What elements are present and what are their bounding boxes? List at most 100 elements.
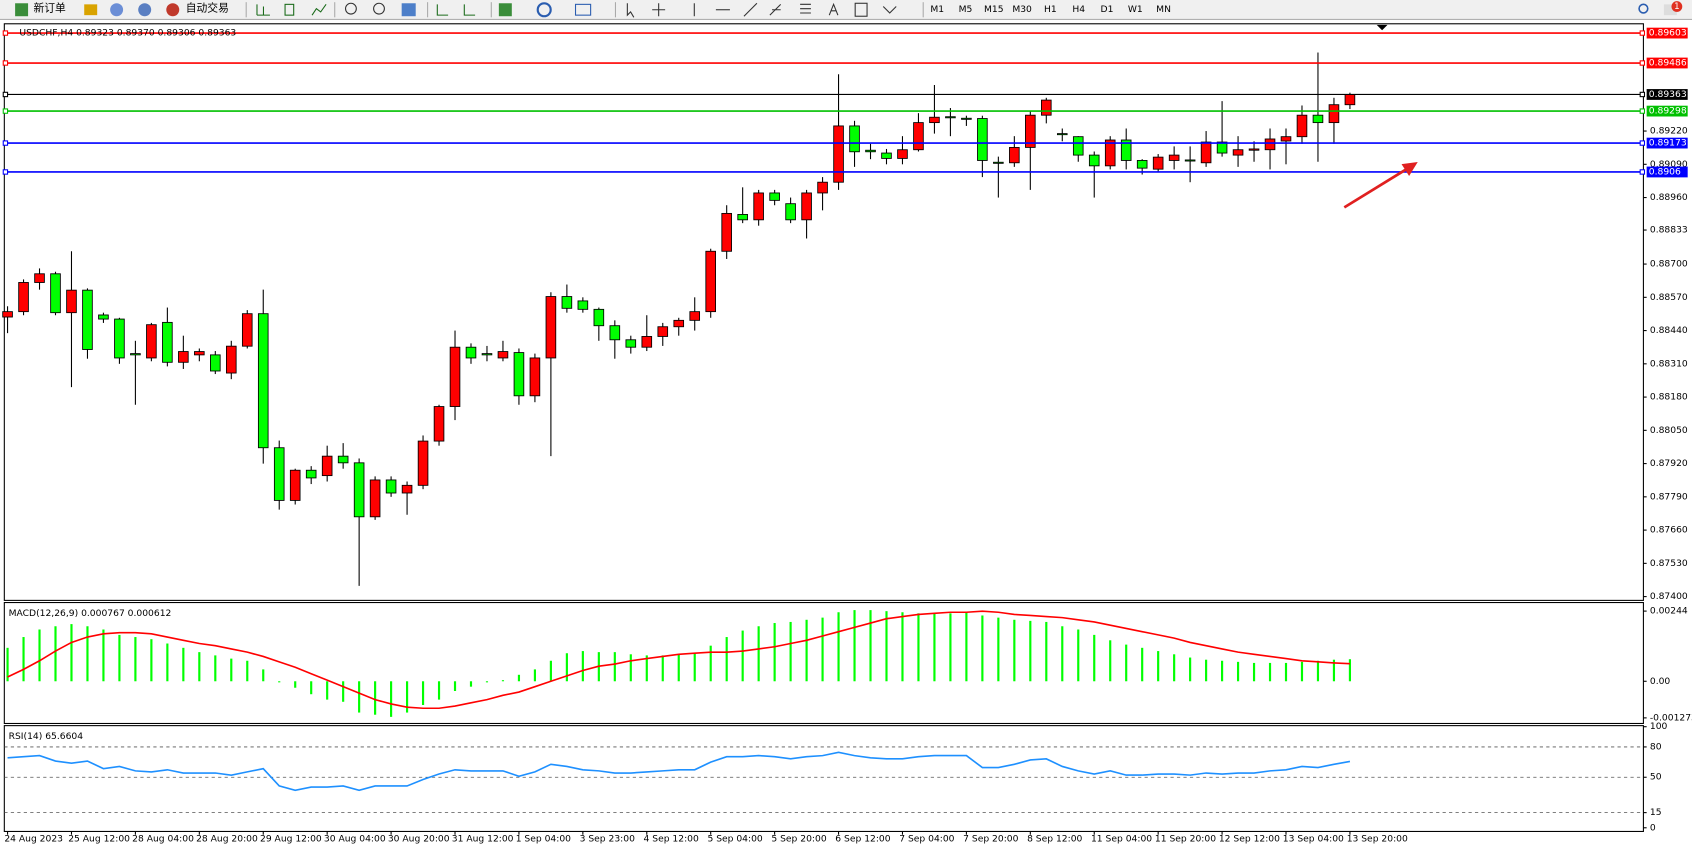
timeframe-button[interactable]: M5 — [959, 4, 973, 15]
histogram-bar — [773, 623, 776, 682]
candle-body — [98, 314, 109, 320]
histogram-bar — [949, 613, 952, 682]
zoom-in[interactable] — [344, 2, 357, 15]
shift-marker[interactable] — [1376, 24, 1388, 31]
templates[interactable] — [574, 3, 592, 16]
zoom-out[interactable] — [373, 2, 385, 15]
histogram-bar — [421, 681, 425, 705]
histogram-bar — [741, 630, 744, 682]
badge[interactable] — [1671, 1, 1683, 12]
candle-body — [801, 192, 812, 221]
icon[interactable] — [138, 3, 152, 17]
level-label-bg — [1646, 105, 1688, 117]
auto-trading-icon[interactable] — [166, 3, 180, 17]
periods[interactable] — [536, 2, 552, 18]
histogram-bar — [38, 629, 41, 682]
new-order-button[interactable]: 新订单 — [33, 2, 66, 15]
chart-shift[interactable] — [463, 4, 476, 16]
candle-body — [865, 149, 876, 153]
candle-body — [1104, 139, 1116, 167]
x-tick-label: 11 Sep 04:00 — [1091, 834, 1152, 845]
candle-tool[interactable] — [284, 3, 295, 16]
x-tick-label: 4 Sep 12:00 — [644, 834, 699, 845]
candle-body — [225, 345, 237, 374]
y-tick-label: 15 — [1650, 807, 1662, 818]
candle-body — [465, 346, 477, 359]
histogram-bar — [1141, 647, 1144, 682]
y-tick-label: 0.88570 — [1650, 292, 1688, 303]
line-tool[interactable] — [311, 4, 327, 16]
timeframe-button[interactable]: M1 — [930, 4, 944, 15]
timeframe-button[interactable]: M30 — [1012, 4, 1032, 15]
candle-body — [1184, 159, 1196, 162]
candle-body — [241, 313, 253, 347]
level-label: 0.89173 — [1649, 138, 1687, 149]
candle-body — [913, 122, 924, 151]
candle-body — [993, 161, 1004, 164]
timeframe-button[interactable]: D1 — [1101, 4, 1114, 15]
label-tool[interactable] — [854, 2, 868, 17]
icon[interactable] — [84, 4, 98, 16]
timeframe-button[interactable]: H1 — [1044, 4, 1057, 15]
histogram-bar — [54, 626, 57, 682]
search[interactable] — [1638, 3, 1649, 14]
candle-body — [66, 289, 77, 314]
new-order-icon[interactable] — [15, 3, 29, 17]
histogram-bar — [198, 652, 201, 682]
auto-trading-button[interactable]: 自动交易 — [186, 2, 229, 15]
y-tick-label: 0.88310 — [1650, 358, 1688, 369]
histogram-bar — [1125, 644, 1128, 682]
fibo-tool[interactable] — [800, 3, 811, 14]
level-handle — [2, 60, 9, 66]
x-tick-label: 30 Aug 04:00 — [324, 834, 386, 845]
candle-body — [721, 212, 732, 252]
annotation-arrow — [1343, 168, 1407, 209]
text-tool[interactable] — [828, 2, 839, 16]
x-tick-label: 29 Aug 12:00 — [260, 834, 322, 845]
x-tick-label: 25 Aug 12:00 — [68, 834, 130, 845]
timeframe-button[interactable]: H4 — [1072, 4, 1085, 15]
trendline-tool[interactable] — [743, 2, 758, 17]
candle-body — [114, 318, 125, 359]
histogram-bar — [1221, 660, 1224, 682]
histogram-bar — [262, 669, 265, 682]
bar-chart-tool[interactable] — [256, 4, 270, 16]
arrows-tool[interactable] — [882, 6, 897, 14]
candle-body — [561, 296, 573, 309]
candle-body — [1009, 146, 1020, 164]
indicators[interactable] — [498, 3, 512, 17]
level-label-bg — [1646, 27, 1688, 39]
candle-body — [369, 479, 381, 518]
candle-body — [2, 311, 13, 318]
candle-body — [289, 469, 301, 501]
candle-body — [1088, 154, 1100, 167]
channel-tool[interactable] — [769, 3, 782, 16]
level-label: 0.89298 — [1649, 106, 1687, 117]
candle-body — [673, 319, 685, 328]
candle-body — [609, 325, 621, 341]
histogram-bar — [326, 681, 329, 700]
histogram-bar — [853, 610, 856, 682]
candle-body — [34, 273, 45, 283]
crosshair-tool[interactable] — [652, 3, 666, 17]
histogram-bar — [374, 681, 377, 715]
cursor-tool[interactable] — [626, 3, 635, 18]
timeframe-button[interactable]: W1 — [1128, 4, 1143, 15]
histogram-bar — [1236, 661, 1240, 682]
timeframe-button[interactable]: M15 — [984, 4, 1004, 15]
candle-body — [1056, 133, 1068, 136]
x-tick-label: 13 Sep 20:00 — [1347, 834, 1408, 845]
histogram-bar — [629, 654, 632, 682]
tile-windows[interactable] — [401, 3, 416, 17]
autoscroll[interactable] — [436, 4, 449, 16]
x-tick-label: 5 Sep 04:00 — [707, 834, 762, 845]
level-handle — [1639, 108, 1646, 114]
y-tick-label: 0.88180 — [1650, 392, 1688, 403]
y-tick-label: 0.87660 — [1650, 525, 1688, 536]
level-label: 0.89486 — [1649, 58, 1687, 69]
timeframe-button[interactable]: MN — [1156, 4, 1171, 15]
mailbox[interactable] — [1663, 4, 1677, 16]
histogram-bar — [933, 613, 936, 682]
icon[interactable] — [110, 3, 124, 17]
candle-body — [1152, 156, 1164, 170]
